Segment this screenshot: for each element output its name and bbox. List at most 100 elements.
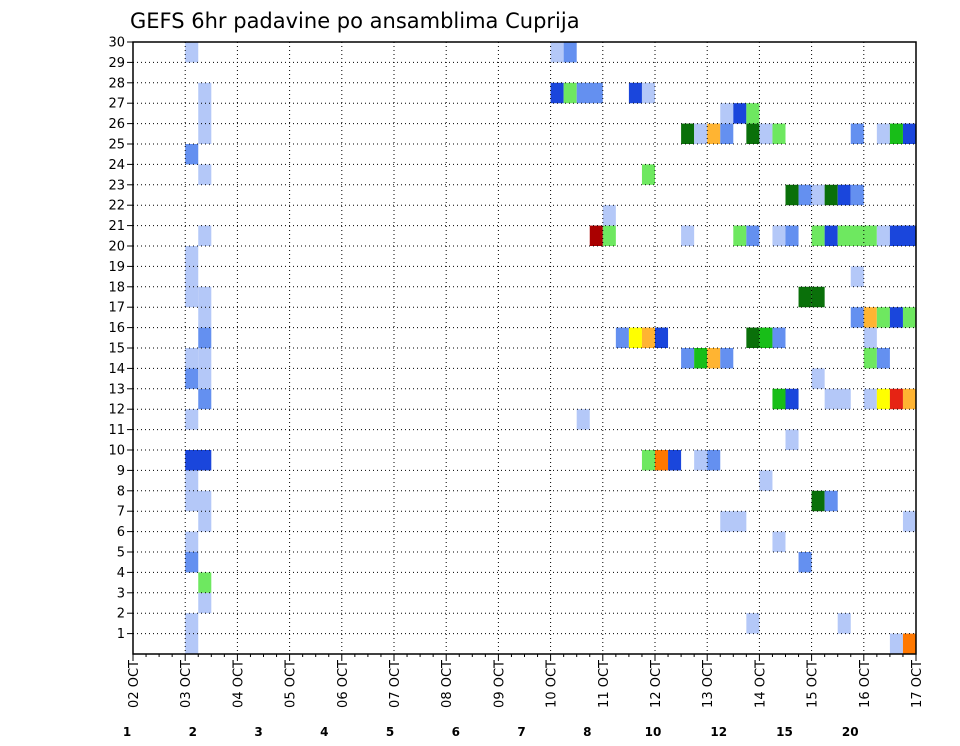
y-tick-label: 26: [108, 117, 125, 132]
x-tick-label: 13 OCT: [701, 660, 716, 708]
ensemble-cell: [185, 531, 199, 552]
ensemble-cell: [641, 164, 655, 185]
ensemble-cell: [772, 388, 786, 410]
ensemble-cell: [655, 450, 669, 471]
colorbar-label: 10: [645, 725, 662, 739]
ensemble-cell: [889, 633, 903, 654]
colorbar-label: 8: [583, 725, 591, 739]
y-tick-label: 9: [117, 464, 125, 479]
ensemble-cell: [589, 225, 603, 246]
colorbar-label: 3: [254, 725, 262, 739]
ensemble-cell: [198, 368, 212, 389]
ensemble-cell: [198, 327, 212, 348]
ensemble-cell: [824, 490, 838, 512]
ensemble-cell: [681, 348, 695, 369]
ensemble-cell: [902, 123, 916, 144]
ensemble-cell: [198, 225, 212, 246]
ensemble-cell: [198, 572, 212, 593]
colorbar-label: 6: [452, 725, 460, 739]
ensemble-cell: [850, 307, 864, 328]
y-tick-label: 6: [117, 525, 125, 540]
ensemble-cell: [798, 286, 812, 308]
ensemble-cell: [863, 307, 877, 328]
y-tick-label: 18: [108, 280, 125, 295]
ensemble-cell: [785, 388, 799, 410]
ensemble-cell: [185, 266, 199, 287]
grid-layer: [133, 42, 916, 654]
colorbar-label: 1: [123, 725, 131, 739]
ensemble-cell: [641, 82, 655, 104]
ensemble-cell: [876, 307, 890, 328]
ensemble-cell: [185, 144, 199, 165]
ensemble-cell: [681, 225, 695, 246]
ensemble-cell: [198, 388, 212, 410]
colorbar-label: 5: [386, 725, 394, 739]
ensemble-cell: [759, 470, 773, 491]
ensemble-cell: [811, 490, 825, 512]
y-tick-label: 5: [117, 546, 125, 561]
x-tick-label: 14 OCT: [753, 660, 768, 708]
ensemble-cell: [785, 225, 799, 246]
y-tick-label: 28: [108, 76, 125, 91]
plot-frame: [132, 41, 917, 655]
ensemble-cell: [863, 327, 877, 348]
ensemble-cell: [746, 225, 760, 246]
y-tick-label: 4: [117, 566, 125, 581]
ensemble-cell: [772, 225, 786, 246]
y-tick-label: 2: [117, 607, 125, 622]
x-tick-label: 09 OCT: [492, 660, 507, 708]
y-tick-label: 16: [108, 321, 125, 336]
ensemble-cell: [902, 633, 916, 654]
x-tick-label: 02 OCT: [127, 660, 142, 708]
ensemble-cell: [798, 552, 812, 573]
y-tick-label: 11: [108, 423, 125, 438]
colorbar-label: 12: [710, 725, 727, 739]
ensemble-cell: [563, 82, 577, 104]
ensemble-cell: [550, 42, 564, 63]
ensemble-cell: [889, 307, 903, 328]
x-tick-label: 05 OCT: [284, 660, 299, 708]
x-tick-label: 04 OCT: [231, 660, 246, 708]
ensemble-cell: [863, 348, 877, 369]
y-tick-label: 15: [108, 342, 125, 357]
ensemble-cell: [641, 450, 655, 471]
ensemble-cell: [641, 327, 655, 348]
ensemble-cell: [785, 184, 799, 206]
ensemble-cell: [185, 409, 199, 430]
ensemble-cell: [876, 348, 890, 369]
y-tick-label: 1: [117, 627, 125, 642]
ensemble-cell: [185, 633, 199, 654]
ensemble-cell: [615, 327, 629, 348]
ensemble-cell: [185, 42, 199, 63]
x-tick-label: 17 OCT: [910, 660, 925, 708]
ensemble-cell: [772, 123, 786, 144]
ensemble-cell: [811, 184, 825, 206]
colorbar-label: 20: [842, 725, 859, 739]
ensemble-cell: [198, 511, 212, 532]
y-tick-label: 8: [117, 484, 125, 499]
ensemble-cell: [185, 613, 199, 634]
ensemble-cell: [733, 103, 747, 124]
ensemble-cell: [811, 368, 825, 389]
ensemble-cell: [185, 286, 199, 308]
ensemble-cell: [185, 490, 212, 512]
y-tick-label: 25: [108, 138, 125, 153]
ensemble-cell: [694, 348, 708, 369]
x-tick-label: 16 OCT: [858, 660, 873, 708]
y-tick-label: 3: [117, 586, 125, 601]
ensemble-cell: [772, 531, 786, 552]
ensemble-cell: [850, 184, 864, 206]
ensemble-cell: [707, 123, 721, 144]
y-tick-label: 19: [108, 260, 125, 275]
y-tick-label: 10: [108, 444, 125, 459]
ensemble-cell: [759, 327, 773, 348]
ensemble-cell: [759, 123, 773, 144]
cells-layer: [185, 42, 916, 654]
ensemble-cell: [694, 450, 708, 471]
ensemble-cell: [811, 225, 825, 246]
ensemble-cell: [746, 103, 760, 124]
ensemble-cell: [694, 123, 708, 144]
ensemble-cell: [602, 225, 616, 246]
